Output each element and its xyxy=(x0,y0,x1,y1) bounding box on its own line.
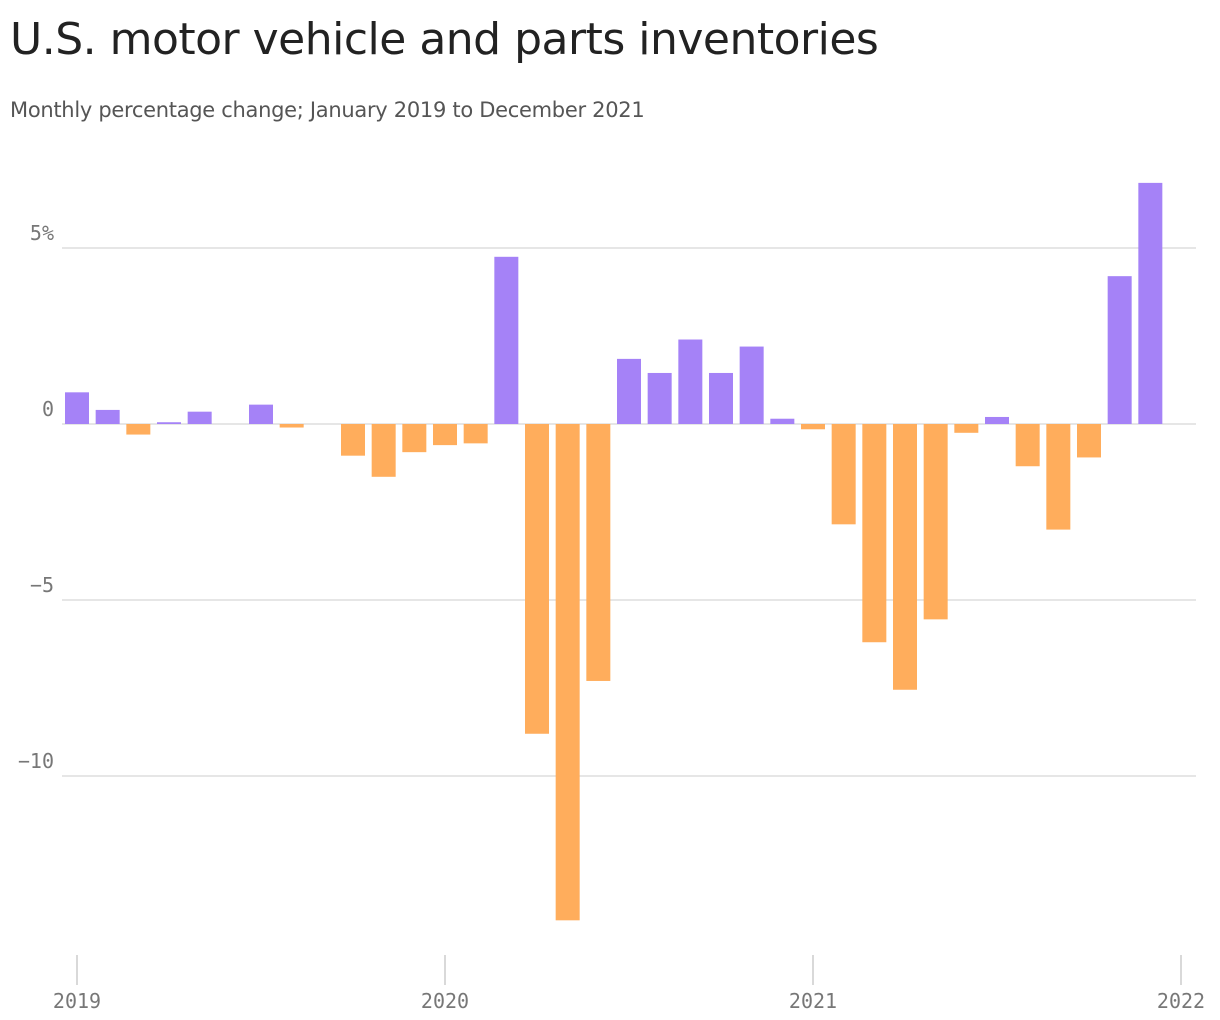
y-tick-label: 5% xyxy=(30,221,54,245)
y-tick-label: −10 xyxy=(18,749,54,773)
bar-2021-10 xyxy=(1077,424,1101,458)
y-tick-label: −5 xyxy=(30,573,54,597)
y-tick-label: 0 xyxy=(42,397,54,421)
bar-2020-03 xyxy=(494,256,519,424)
bar-2020-09 xyxy=(678,339,703,424)
bar-2019-08 xyxy=(279,424,304,428)
bar-2021-06 xyxy=(954,424,979,433)
bar-2020-06 xyxy=(586,424,611,681)
bar-2019-12 xyxy=(402,424,427,453)
bar-2021-03 xyxy=(862,424,887,643)
bar-2019-04 xyxy=(157,422,181,424)
bar-2019-07 xyxy=(249,404,273,424)
chart-title: U.S. motor vehicle and parts inventories xyxy=(10,14,879,65)
bar-2020-01 xyxy=(433,424,457,446)
x-tick-label: 2020 xyxy=(421,989,469,1013)
bar-2021-08 xyxy=(1015,424,1040,467)
bar-2020-12 xyxy=(770,418,795,424)
bar-2021-01 xyxy=(801,424,825,430)
bar-2019-10 xyxy=(341,424,365,456)
bar-2019-05 xyxy=(187,411,212,424)
bar-2020-08 xyxy=(647,372,672,424)
bar-2021-07 xyxy=(985,416,1009,424)
bar-2020-10 xyxy=(709,372,733,424)
bars xyxy=(65,182,1163,921)
bar-2020-04 xyxy=(525,424,549,734)
bar-2019-01 xyxy=(65,392,89,424)
bar-2020-05 xyxy=(555,424,580,921)
axes: 5% 0 −5 −10 2019 2020 2021 2022 xyxy=(18,221,1205,1013)
bar-2020-11 xyxy=(739,346,764,424)
bar-2019-02 xyxy=(95,409,120,424)
x-tick-label: 2019 xyxy=(53,989,101,1013)
bar-2020-07 xyxy=(617,358,641,424)
bar-2021-11 xyxy=(1107,276,1132,424)
bar-2021-09 xyxy=(1046,424,1071,530)
x-tick-label: 2021 xyxy=(789,989,837,1013)
bar-2021-05 xyxy=(923,424,948,620)
bar-2021-12 xyxy=(1138,182,1163,424)
bar-2019-03 xyxy=(126,424,151,435)
bar-2020-02 xyxy=(463,424,488,444)
x-tick-label: 2022 xyxy=(1157,989,1205,1013)
grid-lines xyxy=(62,247,1196,777)
chart-subtitle: Monthly percentage change; January 2019 … xyxy=(10,98,645,122)
bar-2021-04 xyxy=(893,424,917,690)
bar-2019-11 xyxy=(371,424,396,477)
bar-2021-02 xyxy=(831,424,856,525)
